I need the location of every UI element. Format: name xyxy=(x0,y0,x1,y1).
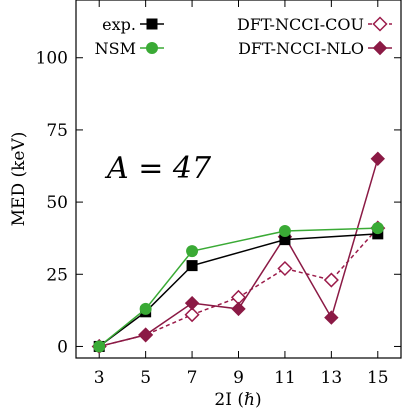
legend-label: NSM xyxy=(95,39,136,58)
data-point-dft-ncci-cou xyxy=(277,260,293,277)
legend-marker xyxy=(372,16,388,32)
y-axis-label: MED (keV) xyxy=(9,132,29,227)
data-point-dft-ncci-nlo xyxy=(231,301,246,317)
data-point-nsm xyxy=(371,222,384,235)
data-point-nsm xyxy=(278,224,291,237)
annotation-a47: A = 47 xyxy=(104,151,212,186)
data-point-nsm xyxy=(93,340,106,353)
y-tick-label: 0 xyxy=(57,337,68,357)
data-point-dft-ncci-nlo xyxy=(138,327,153,343)
data-point-nsm xyxy=(139,302,152,315)
y-tick-label: 25 xyxy=(46,265,68,285)
x-axis-label: 2I (ℏ) xyxy=(214,390,261,410)
y-tick-label: 100 xyxy=(36,49,68,69)
legend-entry-dft-ncci-cou: DFT-NCCI-COU xyxy=(237,15,392,34)
legend-entry-dft-ncci-nlo: DFT-NCCI-NLO xyxy=(238,39,392,58)
x-tick-label: 5 xyxy=(140,368,151,388)
data-point-dft-ncci-nlo xyxy=(324,310,339,325)
series-line-dft-ncci-cou xyxy=(99,227,379,348)
data-point-exp xyxy=(279,234,291,246)
legend-marker xyxy=(372,40,388,56)
legend-entry-nsm: NSM xyxy=(95,39,164,58)
y-tick-label: 50 xyxy=(46,193,68,213)
x-tick-label: 11 xyxy=(274,368,296,388)
data-point-exp xyxy=(186,260,198,272)
data-point-dft-ncci-nlo xyxy=(370,151,385,166)
data-point-dft-ncci-cou xyxy=(184,307,200,323)
legend: exp. NSM DFT-NCCI-COU DFT-NCCI-NLO xyxy=(95,15,392,58)
y-tick-label: 75 xyxy=(46,121,68,141)
data-point-nsm xyxy=(186,245,199,258)
legend-entry-exp: exp. xyxy=(102,15,164,34)
legend-label: DFT-NCCI-COU xyxy=(237,15,364,34)
x-tick-label: 13 xyxy=(321,368,343,388)
axis-ticks: 3 5 7 9 11 13 15 0 25 50 75 100 xyxy=(36,0,401,388)
x-tick-label: 15 xyxy=(367,368,389,388)
series-line-nsm xyxy=(98,227,378,348)
legend-marker xyxy=(146,18,158,30)
data-point-dft-ncci-cou xyxy=(323,272,339,288)
x-tick-label: 3 xyxy=(94,368,105,388)
series-layer xyxy=(91,151,386,355)
legend-label: DFT-NCCI-NLO xyxy=(238,39,364,58)
series-nsm xyxy=(93,222,384,353)
data-point-dft-ncci-nlo xyxy=(184,295,200,311)
legend-marker xyxy=(146,42,158,54)
legend-label: exp. xyxy=(102,15,136,34)
x-tick-label: 7 xyxy=(187,368,198,388)
x-tick-label: 9 xyxy=(233,368,244,388)
